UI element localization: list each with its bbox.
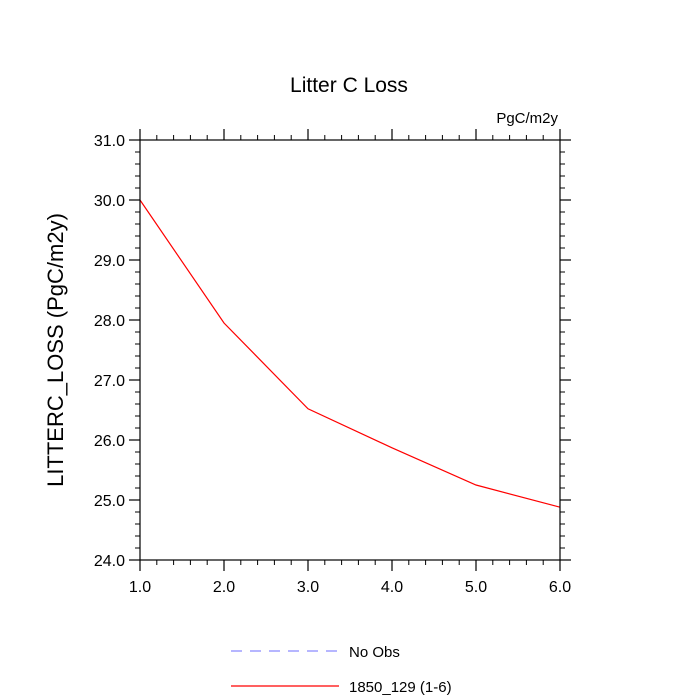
legend: No Obs 1850_129 (1-6) xyxy=(231,644,452,696)
plot-frame xyxy=(139,139,561,561)
y-tick-label: 24.0 xyxy=(94,553,125,570)
y-tick-label: 29.0 xyxy=(94,253,125,270)
series-line-0 xyxy=(139,199,561,508)
y-tick-label: 30.0 xyxy=(94,193,125,210)
x-tick-label: 5.0 xyxy=(465,579,487,596)
x-tick-label: 2.0 xyxy=(213,579,235,596)
legend-label-0: No Obs xyxy=(349,644,400,661)
x-tick-label: 4.0 xyxy=(381,579,403,596)
chart-title: Litter C Loss xyxy=(290,74,408,97)
y-tick-label: 25.0 xyxy=(94,493,125,510)
y-axis-label: LITTERC_LOSS (PgC/m2y) xyxy=(43,213,68,487)
y-tick-label: 26.0 xyxy=(94,433,125,450)
x-tick-label: 3.0 xyxy=(297,579,319,596)
x-tick-label: 1.0 xyxy=(129,579,151,596)
x-tick-label: 6.0 xyxy=(549,579,571,596)
legend-label-1: 1850_129 (1-6) xyxy=(349,679,452,696)
units-label: PgC/m2y xyxy=(496,110,558,127)
series-layer xyxy=(139,199,561,508)
y-tick-label: 31.0 xyxy=(94,133,125,150)
axis-ticks: 1.0 2.0 3.0 4.0 5.0 6.0 24.0 25.0 26.0 27.0 28.0 29… xyxy=(94,129,571,596)
y-tick-label: 27.0 xyxy=(94,373,125,390)
y-tick-label: 28.0 xyxy=(94,313,125,330)
